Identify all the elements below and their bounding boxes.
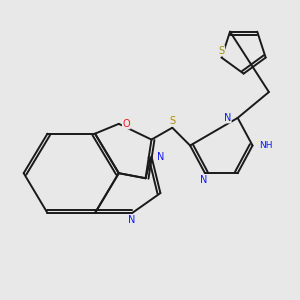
Text: N: N — [157, 152, 164, 161]
Text: S: S — [218, 46, 225, 56]
Text: S: S — [169, 116, 176, 126]
Text: N: N — [128, 214, 136, 224]
Text: N: N — [224, 113, 231, 123]
Text: NH: NH — [259, 141, 273, 150]
Text: O: O — [122, 119, 130, 129]
Text: N: N — [200, 175, 207, 185]
